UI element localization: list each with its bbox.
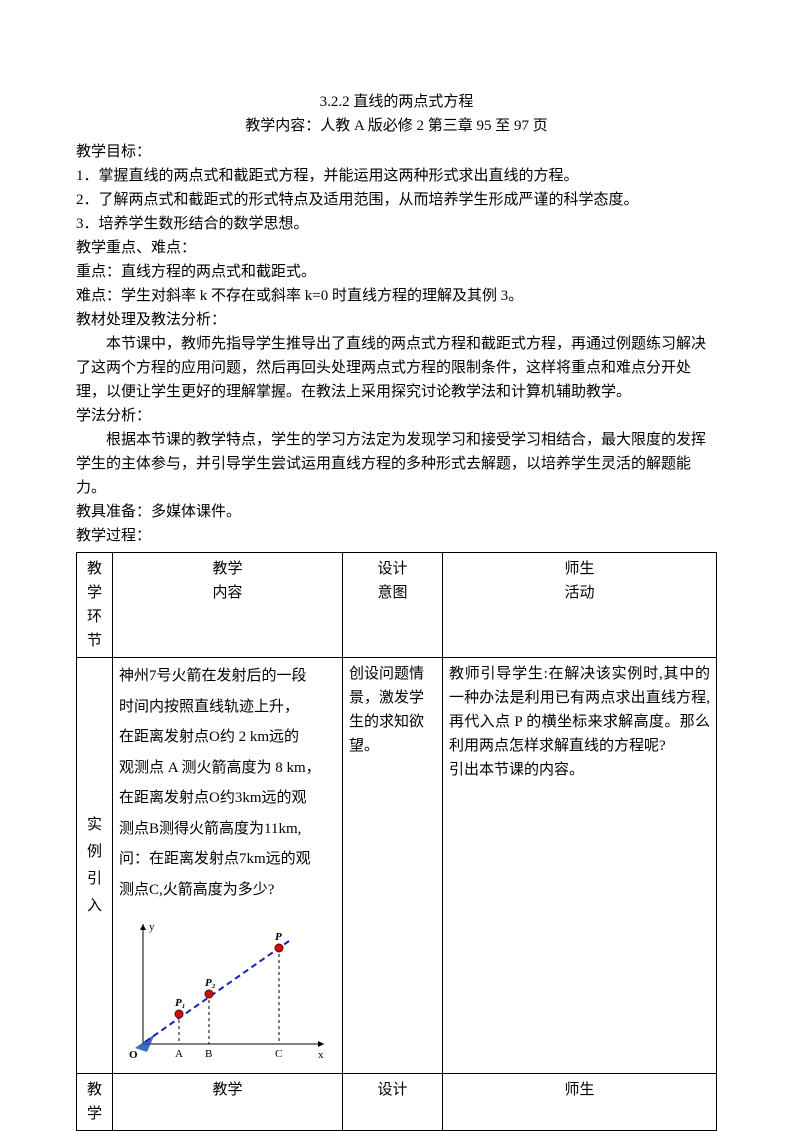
goal-heading: 教学目标： xyxy=(76,140,717,164)
svg-text:P₂: P₂ xyxy=(205,977,216,989)
tools-heading: 教具准备：多媒体课件。 xyxy=(76,500,717,524)
svg-text:P₁: P₁ xyxy=(175,997,186,1009)
rocket-chart: Oy x P₁ A P₂ B P C xyxy=(119,914,336,1069)
svg-text:B: B xyxy=(205,1048,212,1060)
process-heading: 教学过程： xyxy=(76,524,717,548)
lesson-subtitle: 教学内容：人教 A 版必修 2 第三章 95 至 97 页 xyxy=(76,114,717,138)
activity-cell: 教师引导学生:在解决该实例时,其中的一种办法是利用已有两点求出直线方程,再代入点… xyxy=(443,658,717,1074)
stage-cell: 实 例 引 入 xyxy=(77,658,113,1074)
rocket-chart-svg: Oy x P₁ A P₂ B P C xyxy=(119,914,329,1069)
material-heading: 教材处理及教法分析： xyxy=(76,308,717,332)
header-intent: 设计 意图 xyxy=(343,553,443,658)
table-header-row: 教学 环节 教学 内容 设计 意图 师生 活动 xyxy=(77,553,717,658)
material-body: 本节课中，教师先指导学生推导出了直线的两点式方程和截距式方程，再通过例题练习解决… xyxy=(76,332,717,404)
svg-text:y: y xyxy=(149,921,155,933)
problem-text: 神州7号火箭在发射后的一段 时间内按照直线轨迹上升， 在距离发射点O约 2 km… xyxy=(119,662,336,904)
intent-cell: 创设问题情景，激发学生的求知欲望。 xyxy=(343,658,443,1074)
goal-2: 2．了解两点式和截距式的形式特点及适用范围，从而培养学生形成严谨的科学态度。 xyxy=(76,188,717,212)
focus-diff: 难点：学生对斜率 k 不存在或斜率 k=0 时直线方程的理解及其例 3。 xyxy=(76,284,717,308)
header-stage: 教学 环节 xyxy=(77,553,113,658)
activity-text: 教师引导学生:在解决该实例时,其中的一种办法是利用已有两点求出直线方程,再代入点… xyxy=(449,666,710,778)
svg-text:x: x xyxy=(318,1049,324,1061)
content-cell: 神州7号火箭在发射后的一段 时间内按照直线轨迹上升， 在距离发射点O约 2 km… xyxy=(113,658,343,1074)
method-body: 根据本节课的教学特点，学生的学习方法定为发现学习和接受学习相结合，最大限度的发挥… xyxy=(76,428,717,500)
svg-text:A: A xyxy=(175,1048,183,1060)
stage-label: 实 例 引 入 xyxy=(83,812,106,920)
table-row: 实 例 引 入 神州7号火箭在发射后的一段 时间内按照直线轨迹上升， 在距离发射… xyxy=(77,658,717,1074)
svg-text:O: O xyxy=(129,1049,138,1061)
lesson-title: 3.2.2 直线的两点式方程 xyxy=(76,90,717,114)
goal-3: 3．培养学生数形结合的数学思想。 xyxy=(76,212,717,236)
focus-key: 重点：直线方程的两点式和截距式。 xyxy=(76,260,717,284)
goal-1: 1．掌握直线的两点式和截距式方程，并能运用这两种形式求出直线的方程。 xyxy=(76,164,717,188)
header-content: 教学 内容 xyxy=(113,553,343,658)
header-activity: 师生 活动 xyxy=(443,553,717,658)
focus-heading: 教学重点、难点： xyxy=(76,236,717,260)
lesson-table: 教学 环节 教学 内容 设计 意图 师生 活动 实 例 引 入 神州7号火箭在发 xyxy=(76,552,717,1131)
svg-text:P: P xyxy=(275,931,282,943)
method-heading: 学法分析： xyxy=(76,404,717,428)
svg-text:C: C xyxy=(275,1048,282,1060)
